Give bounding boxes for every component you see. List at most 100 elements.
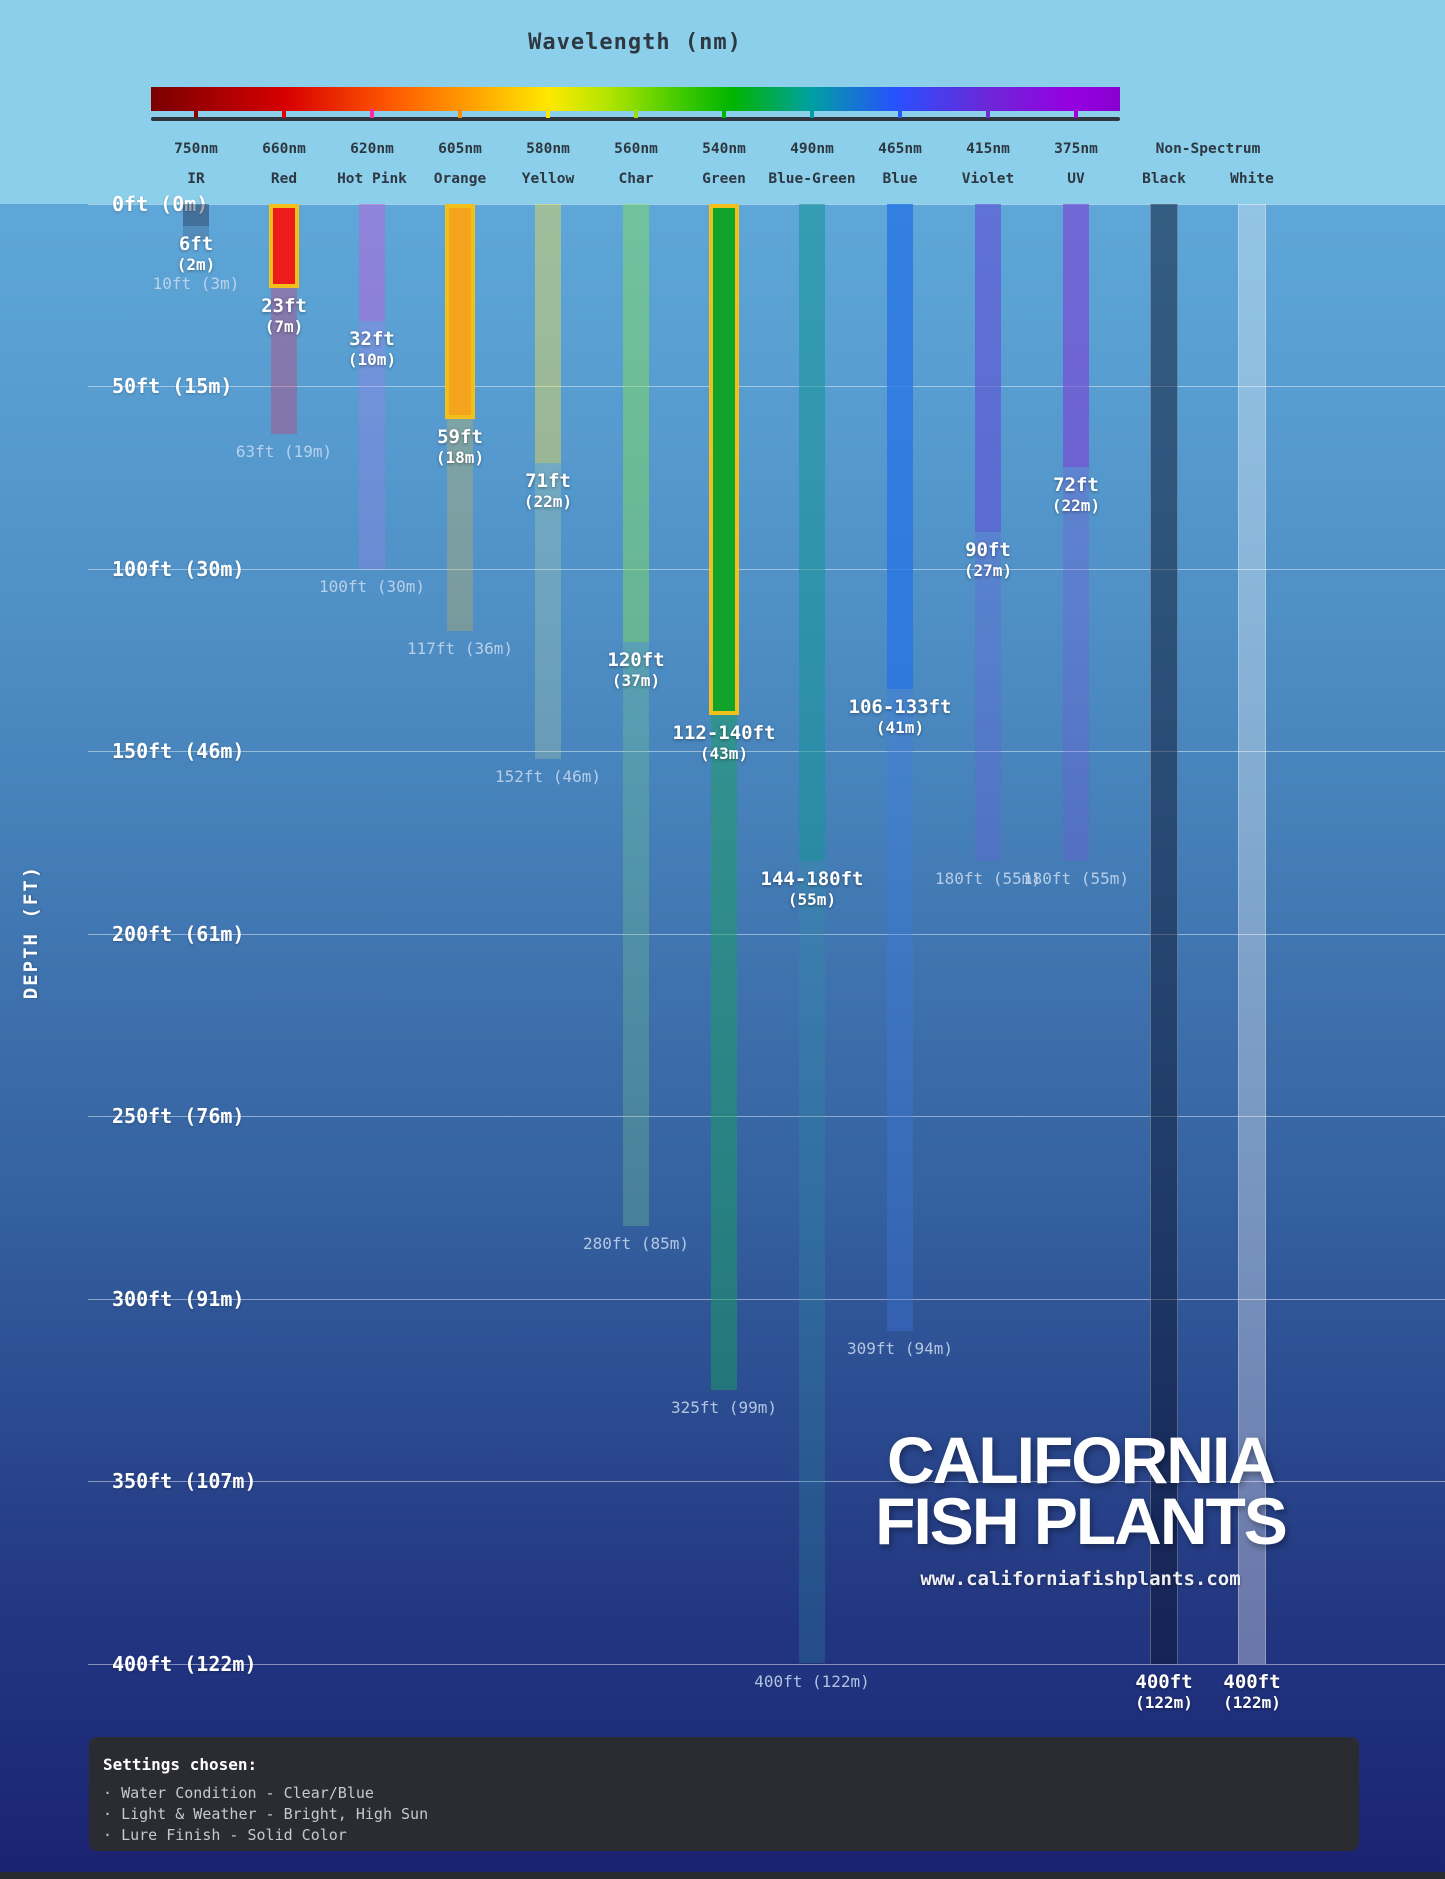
depth-label-50ft: 50ft (15m) bbox=[112, 374, 233, 399]
depth-label-0ft: 0ft (0m) bbox=[112, 192, 209, 216]
column-name-char: Char bbox=[618, 171, 654, 187]
depth-value-label-ir: 6ft (2m) bbox=[106, 233, 286, 275]
spectrum-tick-blue bbox=[898, 109, 902, 118]
column-wavelength-ir: 750nm bbox=[174, 141, 218, 157]
depth-value-line2-blue-green: (55m) bbox=[787, 889, 837, 909]
column-wavelength-green: 540nm bbox=[702, 141, 746, 157]
bar-char bbox=[623, 204, 649, 642]
depth-value-label-red: 23ft (7m) bbox=[194, 295, 374, 337]
spectrum-tick-yellow bbox=[546, 109, 550, 118]
bar-red bbox=[269, 204, 299, 288]
bar-uv bbox=[1063, 204, 1089, 467]
bar-blue bbox=[887, 204, 913, 690]
gridline-300ft bbox=[88, 1298, 1445, 1300]
depth-value-label-hot-pink: 32ft (10m) bbox=[282, 327, 462, 370]
depth-value-line2-orange: (18m) bbox=[435, 448, 485, 468]
depth-label-200ft: 200ft (61m) bbox=[112, 921, 245, 946]
depth-label-350ft: 350ft (107m) bbox=[112, 1469, 257, 1494]
bar-violet bbox=[975, 204, 1001, 533]
bar-faded-violet bbox=[975, 532, 1001, 861]
column-name-blue: Blue bbox=[882, 171, 918, 187]
depth-value-line1-orange: 59ft bbox=[437, 426, 483, 449]
column-wavelength-char: 560nm bbox=[614, 141, 658, 157]
depth-value-line1-violet: 90ft bbox=[965, 539, 1011, 562]
depth-value-line1-black: 400ft bbox=[1135, 1670, 1193, 1693]
depth-value-line1-uv: 72ft bbox=[1053, 473, 1099, 496]
chart-title: Wavelength (nm) bbox=[528, 30, 742, 55]
depth-label-400ft: 400ft (122m) bbox=[112, 1651, 257, 1676]
gridline-250ft bbox=[88, 1116, 1445, 1118]
depth-value-line2-ir: (2m) bbox=[176, 254, 216, 274]
settings-item-lure: Lure Finish - Solid Color bbox=[103, 1825, 1359, 1846]
gridline-100ft bbox=[88, 568, 1445, 570]
bar-faded-yellow bbox=[535, 463, 561, 759]
bottom-strip bbox=[0, 1872, 1445, 1879]
bar-white bbox=[1238, 204, 1266, 1664]
bar-ir bbox=[183, 204, 209, 226]
depth-value-label-blue-green: 144-180ft (55m) bbox=[722, 867, 902, 910]
depth-value-label-black: 400ft (122m) bbox=[1074, 1670, 1254, 1713]
column-wavelength-orange: 605nm bbox=[438, 141, 482, 157]
bar-faded-blue bbox=[887, 689, 913, 1332]
depth-label-300ft: 300ft (91m) bbox=[112, 1286, 245, 1311]
bar-faded-ir bbox=[183, 225, 209, 241]
column-name-white: White bbox=[1230, 171, 1274, 187]
spectrum-tick-ir bbox=[194, 109, 198, 118]
depth-axis-label: DEPTH (FT) bbox=[20, 864, 42, 1000]
depth-value-line1-white: 400ft bbox=[1223, 1670, 1281, 1693]
wavelength-spectrum-bar bbox=[151, 87, 1120, 111]
max-depth-label-blue-green: 400ft (122m) bbox=[754, 1671, 870, 1691]
watermark-line2: FISH PLANTS bbox=[875, 1484, 1288, 1558]
column-wavelength-blue-green: 490nm bbox=[790, 141, 834, 157]
spectrum-tick-uv bbox=[1074, 109, 1078, 118]
spectrum-tick-hot-pink bbox=[370, 109, 374, 118]
depth-value-label-yellow: 71ft (22m) bbox=[458, 471, 638, 512]
column-name-green: Green bbox=[702, 171, 746, 187]
depth-value-line1-char: 120ft bbox=[607, 648, 665, 671]
column-name-black: Black bbox=[1142, 171, 1186, 187]
column-wavelength-yellow: 580nm bbox=[526, 141, 570, 157]
gridline-200ft bbox=[88, 933, 1445, 935]
depth-value-line1-hot-pink: 32ft bbox=[349, 327, 395, 350]
depth-value-label-uv: 72ft (22m) bbox=[986, 473, 1166, 516]
depth-value-line2-blue: (41m) bbox=[875, 718, 925, 738]
depth-value-label-violet: 90ft (27m) bbox=[898, 540, 1078, 581]
depth-value-line2-black: (122m) bbox=[1135, 1692, 1193, 1712]
bar-hot-pink bbox=[359, 204, 385, 321]
bar-faded-uv bbox=[1063, 466, 1089, 861]
column-name-uv: UV bbox=[1067, 171, 1085, 187]
max-depth-label-uv: 180ft (55m) bbox=[1023, 868, 1129, 888]
depth-value-label-blue: 106-133ft (41m) bbox=[810, 697, 990, 738]
depth-value-line2-white: (122m) bbox=[1223, 1692, 1281, 1712]
column-name-blue-green: Blue-Green bbox=[768, 171, 856, 187]
depth-value-line2-green: (43m) bbox=[699, 743, 749, 763]
column-name-red: Red bbox=[270, 171, 298, 187]
depth-value-label-green: 112-140ft (43m) bbox=[634, 722, 814, 764]
column-wavelength-blue: 465nm bbox=[878, 141, 922, 157]
settings-item-water: Water Condition - Clear/Blue bbox=[103, 1783, 1359, 1804]
column-name-violet: Violet bbox=[961, 171, 1015, 187]
non-spectrum-label: Non-Spectrum bbox=[1155, 141, 1261, 157]
water-depth-area: 0ft (0m) 50ft (15m) 100ft (30m) 150ft (46m)… bbox=[0, 192, 1445, 1879]
column-name-hot-pink: Hot Pink bbox=[337, 171, 407, 187]
bar-green bbox=[709, 204, 739, 715]
settings-panel: Settings chosen: Water Condition - Clear… bbox=[89, 1737, 1359, 1851]
settings-item-light: Light & Weather - Bright, High Sun bbox=[103, 1804, 1359, 1825]
spectrum-tick-red bbox=[282, 109, 286, 118]
bar-faded-char bbox=[623, 641, 649, 1226]
depth-value-line1-yellow: 71ft bbox=[525, 470, 571, 493]
column-wavelength-red: 660nm bbox=[262, 141, 306, 157]
depth-value-line1-blue-green: 144-180ft bbox=[760, 867, 864, 890]
watermark-url: www.californiafishplants.com bbox=[920, 1568, 1241, 1590]
chart-header: Wavelength (nm) Non-Spectrum 750nm IR 660nm… bbox=[0, 0, 1445, 204]
depth-value-line2-uv: (22m) bbox=[1051, 495, 1101, 515]
max-depth-label-green: 325ft (99m) bbox=[671, 1397, 777, 1417]
column-name-orange: Orange bbox=[433, 171, 487, 187]
depth-value-line2-violet: (27m) bbox=[963, 561, 1013, 581]
bar-faded-hot-pink bbox=[359, 320, 385, 569]
column-name-yellow: Yellow bbox=[521, 171, 575, 187]
max-depth-label-hot-pink: 100ft (30m) bbox=[319, 576, 425, 596]
spectrum-tick-blue-green bbox=[810, 109, 814, 118]
watermark: CALIFORNIA FISH PLANTS www.californiafis… bbox=[858, 1427, 1303, 1590]
